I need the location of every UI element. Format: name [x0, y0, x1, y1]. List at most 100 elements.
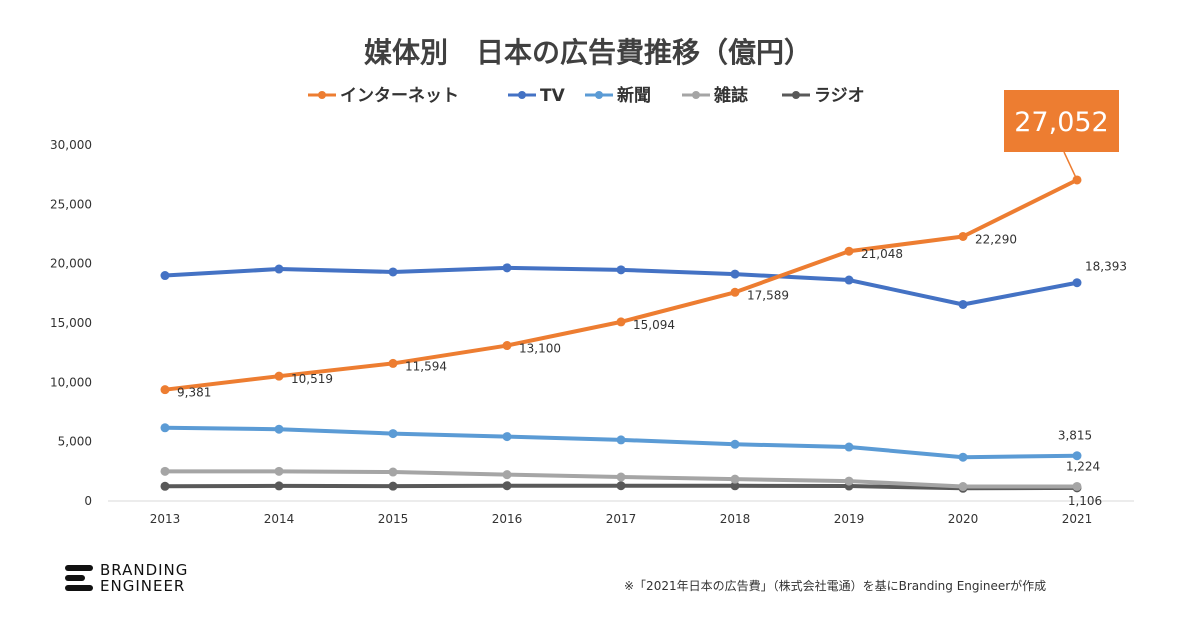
data-label: 11,594: [405, 359, 447, 373]
data-point: [274, 424, 284, 434]
data-point: [616, 472, 626, 482]
x-tick-label: 2017: [606, 512, 637, 526]
data-label: 15,094: [633, 318, 675, 332]
legend-item: 雑誌: [682, 85, 748, 106]
data-point: [502, 341, 512, 351]
data-point: [616, 265, 626, 275]
x-tick-label: 2018: [720, 512, 751, 526]
x-tick-label: 2015: [378, 512, 409, 526]
data-label: 13,100: [519, 342, 561, 356]
data-point: [844, 275, 854, 285]
data-point: [1072, 481, 1082, 491]
legend-item: ラジオ: [782, 86, 865, 106]
legend-label: TV: [540, 86, 566, 106]
y-tick-label: 15,000: [50, 316, 92, 330]
callout-value: 27,052: [1014, 107, 1108, 138]
data-point: [274, 466, 284, 476]
data-point: [616, 435, 626, 445]
legend-label: インターネット: [340, 86, 459, 106]
data-label: 1,106: [1068, 494, 1102, 508]
legend-label: ラジオ: [814, 86, 865, 106]
data-point: [958, 452, 968, 462]
logo-wordmark: BRANDING ENGINEER: [100, 562, 188, 594]
legend: インターネット TV 新聞 雑誌 ラジオ: [308, 85, 865, 106]
branding-engineer-logo: BRANDING ENGINEER: [64, 562, 188, 594]
legend-swatch-marker: [692, 91, 700, 99]
legend-swatch-marker: [792, 91, 800, 99]
data-label: 9,381: [177, 386, 211, 400]
data-label: 1,224: [1066, 459, 1100, 473]
data-point: [958, 231, 968, 241]
data-label: 21,048: [861, 247, 903, 261]
data-point: [160, 466, 170, 476]
data-point: [844, 476, 854, 486]
data-label: 3,815: [1058, 429, 1092, 443]
logo-line-1: BRANDING: [100, 561, 189, 579]
x-tick-label: 2021: [1062, 512, 1093, 526]
data-point: [388, 481, 398, 491]
x-tick-label: 2014: [264, 512, 295, 526]
data-point: [388, 358, 398, 368]
data-point: [502, 263, 512, 273]
data-point: [616, 317, 626, 327]
y-tick-label: 5,000: [58, 435, 92, 449]
data-label: 17,589: [747, 288, 789, 302]
data-point: [958, 299, 968, 309]
data-point: [1072, 451, 1082, 461]
source-note: ※「2021年日本の広告費」（株式会社電通）を基にBranding Engine…: [624, 579, 1047, 593]
value-callout: 27,052: [1004, 90, 1119, 181]
data-label: 22,290: [975, 232, 1017, 246]
logo-mark-icon: [65, 565, 93, 591]
data-point: [274, 481, 284, 491]
data-label: 18,393: [1085, 260, 1127, 274]
legend-item: 新聞: [585, 85, 651, 106]
x-tick-label: 2020: [948, 512, 979, 526]
data-point: [502, 432, 512, 442]
line-chart: 媒体別 日本の広告費推移（億円） インターネット TV 新聞 雑誌 ラジオ 0 5,000…: [50, 36, 1134, 526]
legend-swatch-marker: [518, 91, 526, 99]
y-tick-label: 0: [84, 494, 92, 508]
series-3: [160, 466, 1082, 492]
data-point: [274, 264, 284, 274]
data-point: [730, 481, 740, 491]
data-point: [1072, 278, 1082, 288]
data-point: [160, 423, 170, 433]
data-point: [730, 474, 740, 484]
series-1: [160, 263, 1082, 309]
legend-item: インターネット: [308, 86, 459, 106]
y-tick-label: 25,000: [50, 197, 92, 211]
legend-swatch-marker: [318, 91, 326, 99]
data-point: [730, 439, 740, 449]
series-lines: [160, 175, 1082, 493]
data-point: [388, 467, 398, 477]
data-point: [730, 287, 740, 297]
legend-label: 新聞: [617, 85, 651, 106]
data-labels: 9,381 10,519 11,594 13,100 15,094 17,589 21,04…: [177, 90, 1127, 508]
callout-leader-line: [1063, 151, 1078, 181]
callout-box: [1004, 90, 1119, 152]
data-point: [502, 481, 512, 491]
x-tick-label: 2016: [492, 512, 523, 526]
data-point: [958, 482, 968, 492]
y-tick-label: 10,000: [50, 375, 92, 389]
y-tick-label: 30,000: [50, 138, 92, 152]
legend-swatch-marker: [595, 91, 603, 99]
legend-item: TV: [508, 86, 566, 106]
y-tick-label: 20,000: [50, 257, 92, 271]
data-point: [616, 481, 626, 491]
series-line: [163, 177, 1079, 392]
axes: 0 5,000 10,000 15,000 20,000 25,000 30,000 2013…: [50, 138, 1134, 526]
data-point: [502, 470, 512, 480]
legend-label: 雑誌: [713, 85, 748, 106]
chart-title: 媒体別 日本の広告費推移（億円）: [364, 36, 812, 69]
data-point: [160, 385, 170, 395]
data-point: [160, 481, 170, 491]
data-point: [388, 267, 398, 277]
data-point: [730, 269, 740, 279]
data-point: [160, 271, 170, 281]
data-label: 10,519: [291, 372, 333, 386]
x-tick-label: 2013: [150, 512, 181, 526]
x-tick-label: 2019: [834, 512, 865, 526]
logo-line-2: ENGINEER: [100, 577, 186, 595]
data-point: [388, 429, 398, 439]
